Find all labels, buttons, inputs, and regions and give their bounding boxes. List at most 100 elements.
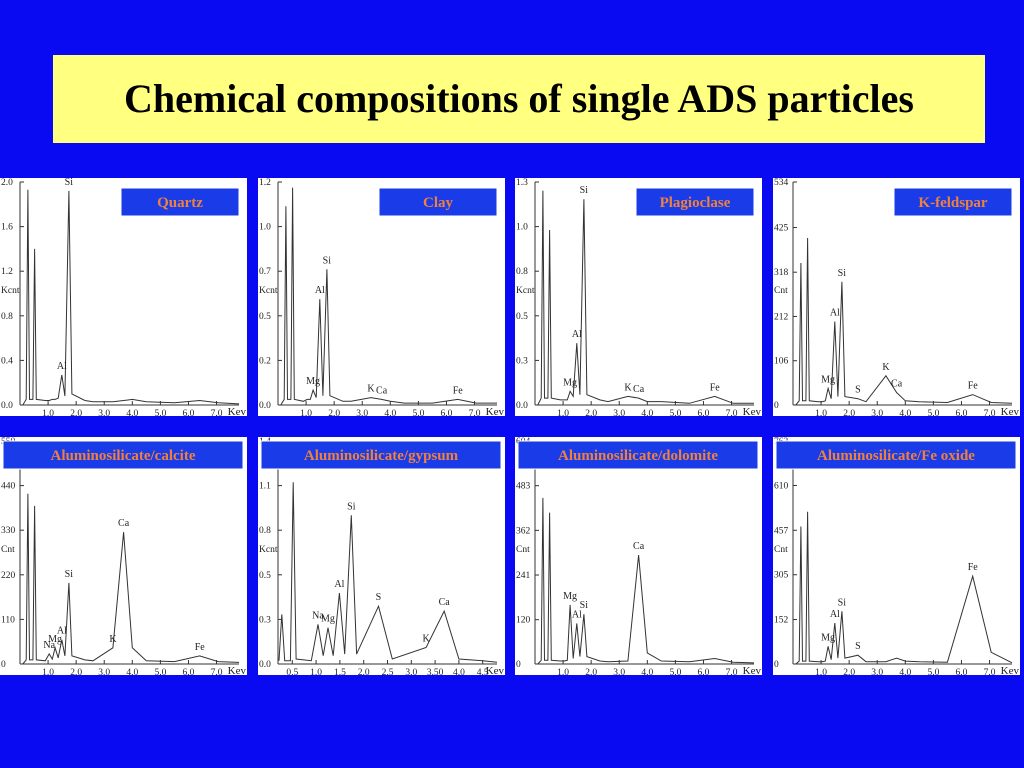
x-tick-label: 5.0 bbox=[154, 668, 166, 678]
x-tick-label: 6.0 bbox=[698, 409, 710, 419]
peak-label: Al bbox=[830, 609, 840, 620]
y-tick-label: 483 bbox=[516, 482, 531, 492]
x-tick-label: 5.0 bbox=[669, 409, 681, 419]
y-tick-label: 0 bbox=[516, 660, 521, 670]
x-tick-label: 5.0 bbox=[669, 668, 681, 678]
x-tick-label: 1.0 bbox=[300, 409, 312, 419]
spectrum-panel: 01202413624836041.02.03.04.05.06.07.0Cnt… bbox=[515, 437, 762, 678]
x-tick-label: 1.5 bbox=[334, 668, 346, 678]
spectrum-panel: 01523054576107621.02.03.04.05.06.07.0Cnt… bbox=[773, 437, 1020, 678]
slide-title: Chemical compositions of single ADS part… bbox=[124, 76, 914, 121]
y-tick-label: 0.2 bbox=[259, 356, 271, 366]
peak-label: Si bbox=[580, 185, 589, 196]
y-tick-label: 0.0 bbox=[259, 660, 271, 670]
y-axis-label: Cnt bbox=[774, 545, 788, 555]
x-tick-label: 2.0 bbox=[585, 409, 597, 419]
x-tick-label: 6.0 bbox=[956, 668, 968, 678]
x-axis-label: Kev bbox=[743, 406, 762, 418]
y-tick-label: 0 bbox=[774, 660, 779, 670]
peak-label: Al bbox=[830, 307, 840, 318]
peak-label: K bbox=[422, 633, 430, 644]
peak-label: Mg bbox=[321, 614, 335, 625]
x-axis-label: Kev bbox=[228, 665, 247, 677]
x-tick-label: 5.0 bbox=[927, 668, 939, 678]
y-tick-label: 1.2 bbox=[1, 267, 13, 277]
peak-label: Fe bbox=[968, 381, 979, 392]
spectrum-line bbox=[537, 190, 754, 406]
peak-label: S bbox=[855, 641, 861, 652]
peak-label: Fe bbox=[195, 642, 206, 653]
x-tick-label: 1.0 bbox=[42, 668, 54, 678]
peak-label: Fe bbox=[453, 385, 464, 396]
x-tick-label: 2.0 bbox=[70, 409, 82, 419]
spectrum-line bbox=[278, 482, 497, 663]
y-tick-label: 241 bbox=[516, 571, 531, 581]
x-axis-label: Kev bbox=[228, 406, 247, 418]
x-tick-label: 4.0 bbox=[126, 668, 138, 678]
peak-label: Si bbox=[838, 268, 847, 279]
x-tick-label: 1.0 bbox=[557, 409, 569, 419]
peak-label: Mg bbox=[48, 634, 62, 645]
y-tick-label: 0.7 bbox=[259, 267, 271, 277]
peak-label: Al bbox=[572, 609, 582, 620]
x-tick-label: 3.0 bbox=[356, 409, 368, 419]
y-axis-label: Kcnt bbox=[259, 545, 278, 555]
title-box bbox=[53, 55, 985, 143]
x-tick-label: 5.0 bbox=[927, 409, 939, 419]
spectrum-line bbox=[795, 237, 1012, 406]
legend-label: Aluminosilicate/Fe oxide bbox=[817, 448, 975, 464]
peak-label: Si bbox=[65, 569, 74, 580]
x-tick-label: 7.0 bbox=[984, 409, 996, 419]
y-axis-label: Cnt bbox=[1, 545, 15, 555]
y-tick-label: 0.0 bbox=[259, 401, 271, 411]
peak-label: Mg bbox=[563, 377, 577, 388]
y-tick-label: 1.6 bbox=[1, 223, 13, 233]
x-tick-label: 1.0 bbox=[557, 668, 569, 678]
spectrum-line bbox=[22, 189, 239, 406]
y-axis-label: Kcnt bbox=[516, 286, 535, 296]
x-tick-label: 1.0 bbox=[310, 668, 322, 678]
peak-label: Ca bbox=[439, 597, 451, 608]
x-tick-label: 4.0 bbox=[453, 668, 465, 678]
x-tick-label: 4.0 bbox=[899, 409, 911, 419]
peak-label: Si bbox=[323, 255, 332, 266]
peak-label: Mg bbox=[306, 376, 320, 387]
y-tick-label: 440 bbox=[1, 482, 16, 492]
x-tick-label: 0.5 bbox=[286, 668, 298, 678]
y-tick-label: 1.1 bbox=[259, 482, 271, 492]
y-tick-label: 610 bbox=[774, 481, 789, 491]
legend-label: Aluminosilicate/gypsum bbox=[304, 448, 459, 464]
y-tick-label: 318 bbox=[774, 268, 789, 278]
peak-label: Ca bbox=[118, 518, 130, 529]
y-tick-label: 0.5 bbox=[259, 571, 271, 581]
y-tick-label: 0 bbox=[774, 401, 779, 411]
legend-box bbox=[893, 187, 1013, 217]
y-axis-label: Kcnt bbox=[1, 286, 20, 296]
x-tick-label: 4.5 bbox=[477, 668, 489, 678]
y-tick-label: 0.3 bbox=[516, 356, 528, 366]
x-tick-label: 1.0 bbox=[42, 409, 54, 419]
y-tick-label: 120 bbox=[516, 616, 531, 626]
panel-background bbox=[773, 178, 1020, 416]
spectrum-panel: 0.0 0.3 0.5 0.8 1.0 1.3 1.0 2.0 3.0 4.0 5.0 6.0 7.0 K… bbox=[515, 178, 762, 419]
y-tick-label: 2.0 bbox=[1, 178, 13, 188]
legend-label: Aluminosilicate/dolomite bbox=[558, 448, 718, 464]
legend-box bbox=[775, 440, 1017, 470]
peak-label: Al bbox=[334, 579, 344, 590]
x-tick-label: 7.0 bbox=[984, 668, 996, 678]
y-axis-label: Cnt bbox=[516, 545, 530, 555]
legend-label: Aluminosilicate/calcite bbox=[51, 448, 196, 464]
peak-label: Al bbox=[57, 361, 67, 372]
x-tick-label: 3.0 bbox=[613, 409, 625, 419]
x-axis-label: Kev bbox=[743, 665, 762, 677]
peak-label: K bbox=[367, 384, 375, 395]
y-tick-label: 1.0 bbox=[516, 223, 528, 233]
panel-background bbox=[258, 437, 505, 675]
x-tick-label: 6.0 bbox=[956, 409, 968, 419]
x-tick-label: 1.0 bbox=[815, 668, 827, 678]
y-tick-label: 362 bbox=[516, 526, 531, 536]
x-tick-label: 2.0 bbox=[585, 668, 597, 678]
peak-label: S bbox=[855, 385, 861, 396]
x-tick-label: 3.0 bbox=[98, 409, 110, 419]
y-tick-label: 0.8 bbox=[1, 312, 13, 322]
